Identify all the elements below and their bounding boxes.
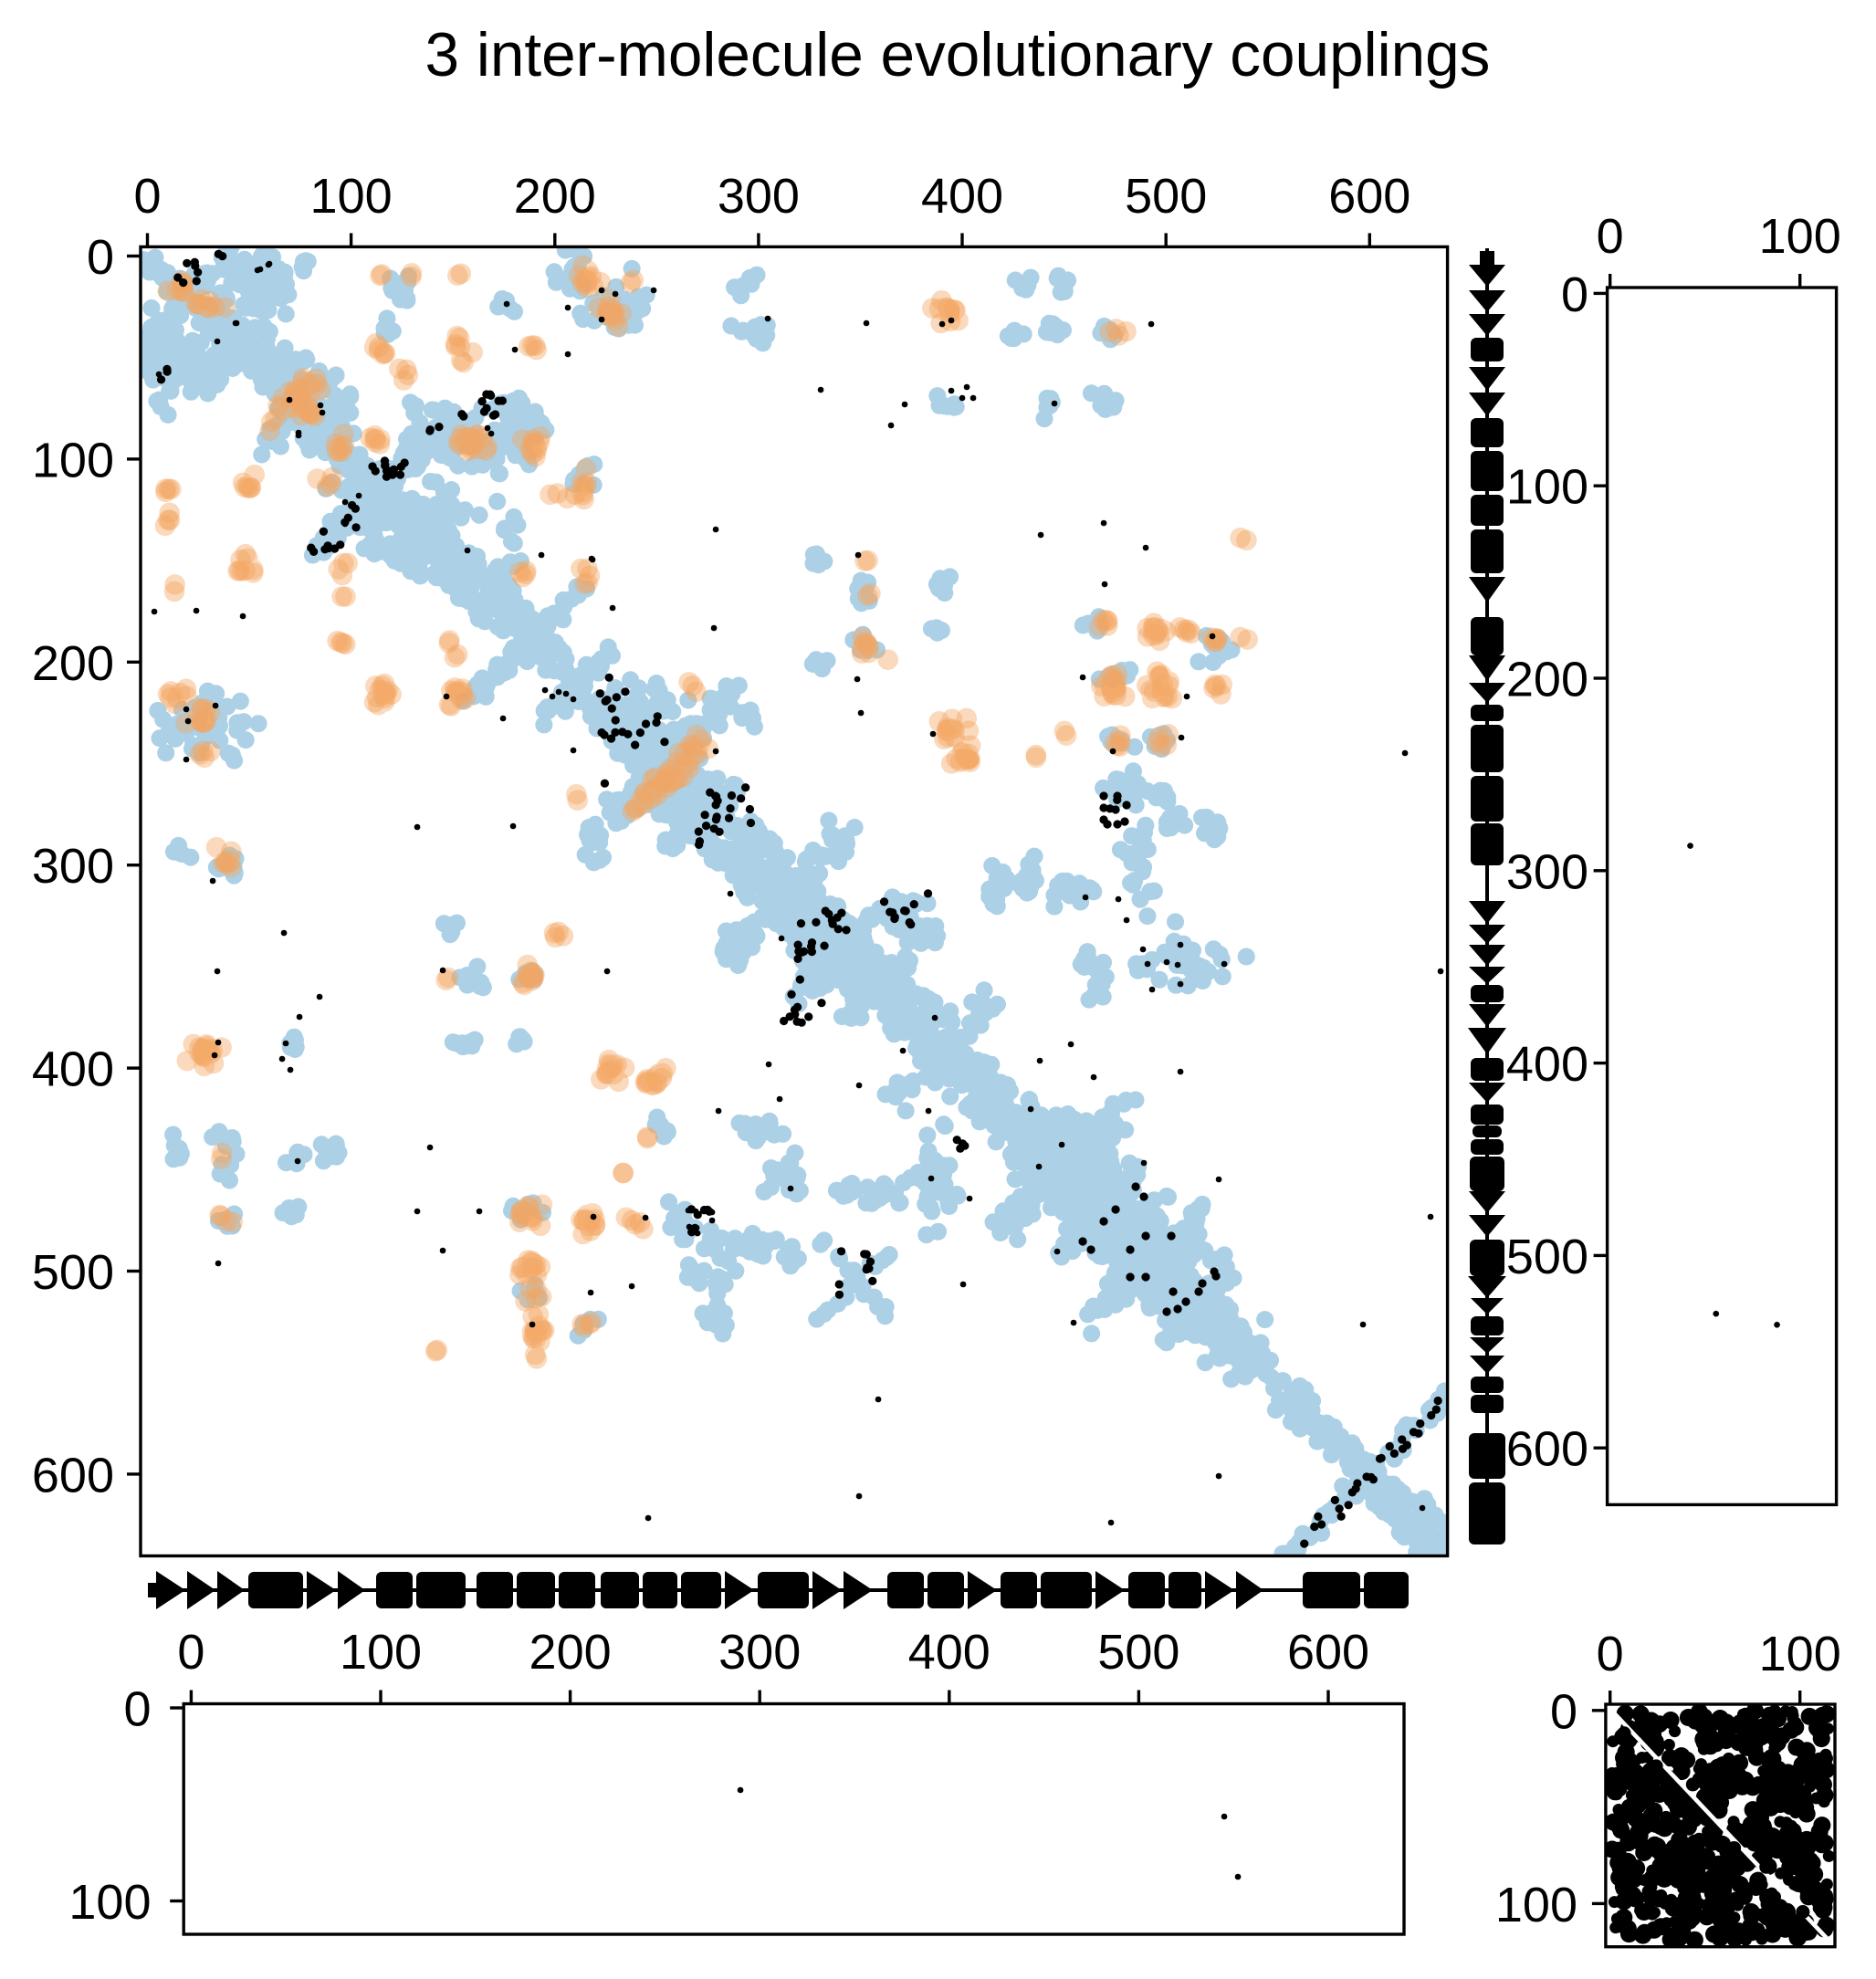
svg-text:400: 400	[908, 1625, 990, 1680]
svg-text:200: 200	[514, 169, 596, 224]
svg-text:0: 0	[1550, 1684, 1577, 1739]
svg-text:600: 600	[1328, 169, 1410, 224]
svg-text:100: 100	[1495, 1878, 1577, 1932]
svg-text:500: 500	[32, 1245, 114, 1300]
svg-text:0: 0	[123, 1682, 151, 1737]
svg-text:300: 300	[1506, 844, 1588, 899]
svg-text:0: 0	[1597, 209, 1624, 264]
svg-text:100: 100	[1506, 460, 1588, 515]
svg-text:300: 300	[32, 839, 114, 894]
svg-text:100: 100	[32, 433, 114, 487]
svg-text:100: 100	[68, 1875, 151, 1930]
svg-text:0: 0	[1597, 1627, 1624, 1681]
svg-text:200: 200	[1506, 653, 1588, 707]
svg-text:300: 300	[718, 1625, 801, 1680]
svg-text:100: 100	[340, 1625, 422, 1680]
svg-text:600: 600	[32, 1448, 114, 1503]
svg-text:500: 500	[1125, 169, 1207, 224]
svg-text:400: 400	[921, 169, 1003, 224]
svg-text:100: 100	[1759, 1627, 1841, 1681]
svg-text:3 inter-molecule evolutionary: 3 inter-molecule evolutionary couplings	[425, 21, 1491, 89]
svg-text:600: 600	[1506, 1422, 1588, 1477]
svg-text:0: 0	[87, 230, 114, 285]
svg-text:100: 100	[1759, 209, 1841, 264]
svg-text:600: 600	[1287, 1625, 1369, 1680]
svg-text:300: 300	[718, 169, 800, 224]
svg-text:100: 100	[310, 169, 393, 224]
svg-text:0: 0	[177, 1625, 204, 1680]
svg-text:0: 0	[133, 169, 161, 224]
svg-text:0: 0	[1561, 267, 1588, 322]
svg-text:400: 400	[32, 1042, 114, 1097]
svg-text:500: 500	[1097, 1625, 1179, 1680]
svg-text:500: 500	[1506, 1230, 1588, 1284]
svg-text:400: 400	[1506, 1037, 1588, 1092]
svg-text:200: 200	[529, 1625, 612, 1680]
svg-text:200: 200	[32, 636, 114, 691]
